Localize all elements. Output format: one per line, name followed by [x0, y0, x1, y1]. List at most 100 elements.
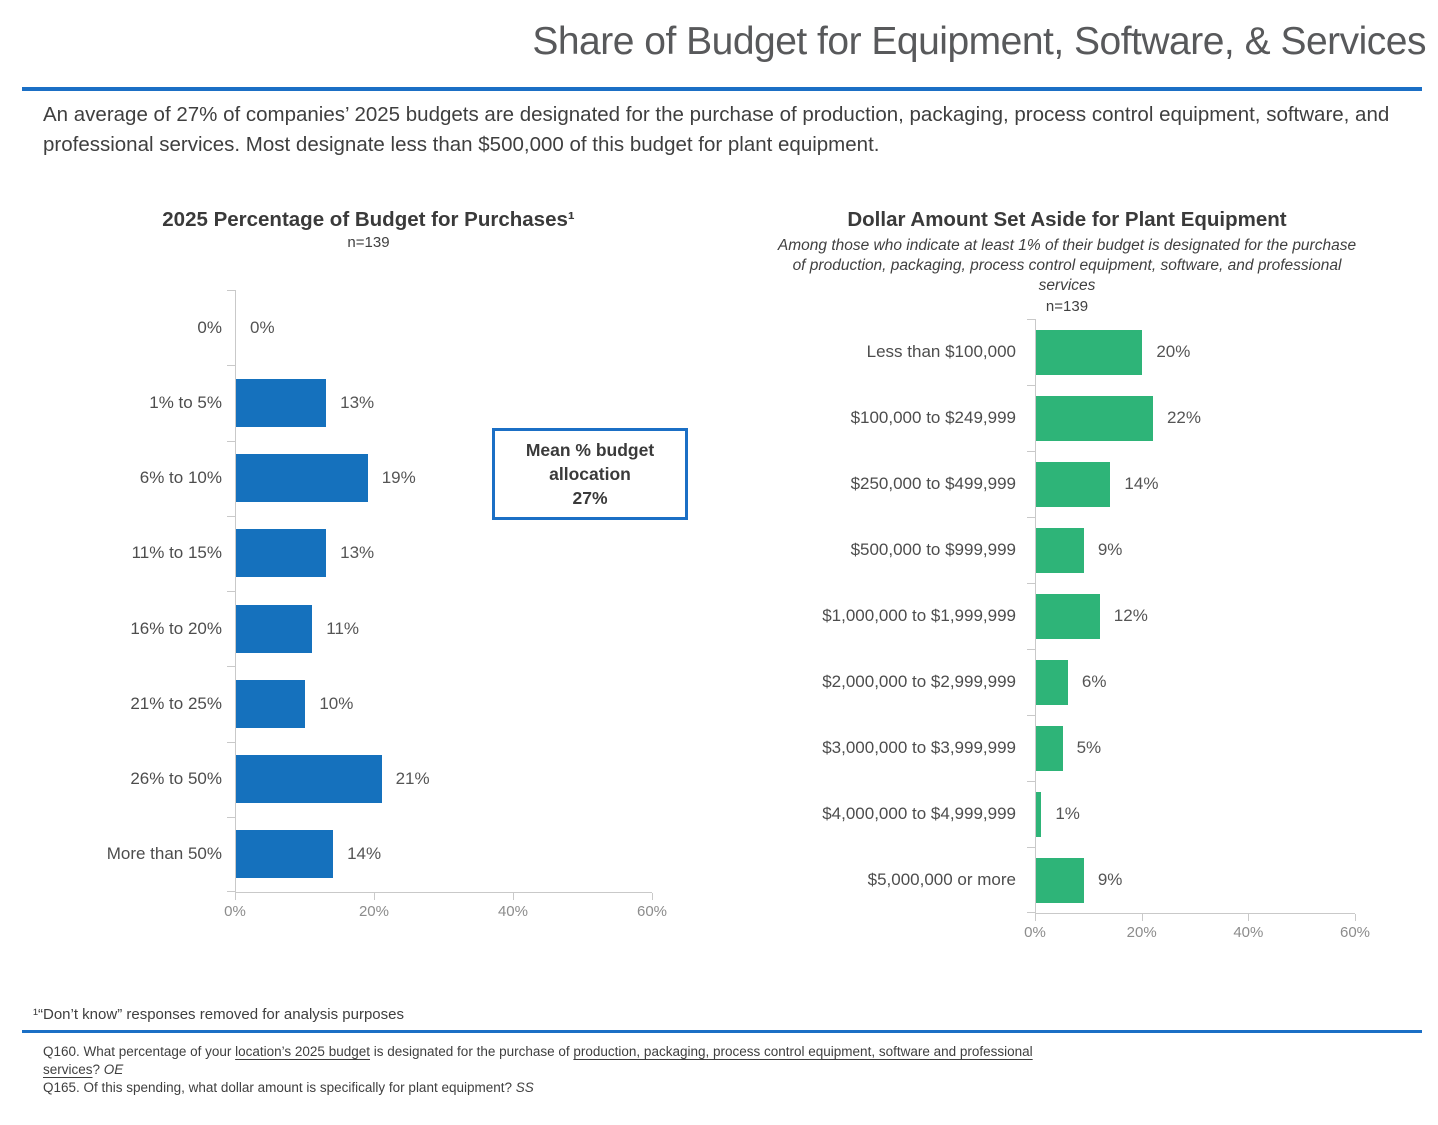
- bar: [236, 679, 306, 728]
- category-label: 0%: [197, 317, 222, 337]
- x-axis-tick: [512, 893, 514, 900]
- y-axis-tick: [1027, 385, 1035, 386]
- footnote-q160: Q160. What percentage of your location’s…: [43, 1043, 1033, 1078]
- bar: [236, 378, 327, 427]
- y-axis-tick: [227, 591, 235, 592]
- y-axis-tick: [1027, 847, 1035, 848]
- bar: [236, 529, 327, 578]
- page-title: Share of Budget for Equipment, Software,…: [532, 20, 1426, 63]
- mean-budget-value: 27%: [572, 488, 608, 508]
- x-axis-label: 0%: [1024, 924, 1046, 941]
- x-axis-label: 40%: [497, 903, 528, 920]
- x-axis-label: 60%: [636, 903, 668, 920]
- chart-row: 16% to 20% 11%: [85, 591, 652, 667]
- x-axis-label: 20%: [358, 903, 389, 920]
- category-label: $500,000 to $999,999: [850, 540, 1016, 559]
- right-chart-sample-size: n=139: [1045, 298, 1089, 315]
- plot-cell: 14%: [1027, 451, 1355, 517]
- page-subtitle: An average of 27% of companies’ 2025 bud…: [43, 103, 1390, 156]
- x-axis-label: 0%: [224, 903, 246, 920]
- mean-budget-callout: Mean % budget allocation 27%: [492, 428, 688, 520]
- right-chart-subtitle: Among those who indicate at least 1% of …: [777, 237, 1357, 294]
- value-label: 9%: [1097, 870, 1123, 889]
- y-axis-tick: [227, 816, 235, 818]
- x-axis-tick: [235, 893, 236, 900]
- chart-row: $4,000,000 to $4,999,999 1%: [772, 781, 1362, 847]
- bar: [1036, 791, 1042, 837]
- value-label: 10%: [319, 693, 354, 713]
- y-axis-tick: [227, 440, 235, 442]
- left-chart-title: 2025 Percentage of Budget for Purchases¹: [162, 208, 575, 231]
- bar: [236, 755, 382, 804]
- value-label: 9%: [1097, 540, 1123, 559]
- q160-text-mid: is designated for the purchase of: [370, 1044, 574, 1059]
- plot-cell: 11%: [227, 591, 652, 667]
- value-label: 19%: [381, 468, 416, 488]
- x-axis-tick: [1035, 914, 1036, 921]
- plot-cell: 0%: [227, 290, 652, 366]
- category-label: 16% to 20%: [130, 618, 222, 638]
- chart-row: More than 50% 14%: [85, 816, 652, 892]
- chart-row: $5,000,000 or more 9%: [772, 847, 1362, 913]
- x-axis-tick: [1141, 914, 1143, 921]
- value-label: 5%: [1076, 738, 1102, 757]
- value-label: 1%: [1055, 804, 1080, 823]
- bar: [1036, 527, 1084, 573]
- y-axis-tick: [1027, 912, 1035, 913]
- value-label: 22%: [1166, 408, 1201, 427]
- plot-cell: 5%: [1027, 715, 1355, 781]
- value-label: 6%: [1081, 672, 1107, 691]
- title-divider: [22, 87, 1422, 91]
- plot-cell: 13%: [227, 515, 652, 591]
- value-label: 12%: [1113, 606, 1148, 625]
- budget-percentage-chart: 2025 Percentage of Budget for Purchases¹…: [85, 200, 667, 926]
- value-label: 14%: [347, 844, 382, 864]
- category-label: $100,000 to $249,999: [850, 408, 1016, 427]
- chart-row: $250,000 to $499,999 14%: [772, 451, 1362, 517]
- chart-row: 21% to 25% 10%: [85, 666, 652, 742]
- plot-cell: 14%: [227, 816, 652, 892]
- x-axis-label: 20%: [1126, 924, 1157, 941]
- plot-cell: 12%: [1027, 583, 1355, 649]
- category-label: $2,000,000 to $2,999,999: [822, 672, 1016, 691]
- category-label: 11% to 15%: [131, 543, 222, 563]
- chart-row: 11% to 15% 13%: [85, 515, 652, 591]
- mean-budget-label: Mean % budget allocation: [525, 440, 655, 484]
- plot-cell: 9%: [1027, 847, 1355, 913]
- value-label: 13%: [340, 543, 375, 563]
- category-label: 26% to 50%: [130, 769, 222, 789]
- right-chart-title: Dollar Amount Set Aside for Plant Equipm…: [847, 208, 1287, 231]
- bar: [236, 604, 313, 653]
- category-label: 21% to 25%: [130, 693, 222, 713]
- y-axis-tick: [227, 515, 235, 517]
- footnote-q165: Q165. Of this spending, what dollar amou…: [43, 1079, 1033, 1097]
- chart-row: 26% to 50% 21%: [85, 741, 652, 817]
- category-label: $5,000,000 or more: [867, 870, 1016, 889]
- category-label: Less than $100,000: [866, 342, 1016, 361]
- q160-text: Q160. What percentage of your: [43, 1044, 236, 1059]
- q160-text-suffix: ?: [92, 1061, 104, 1077]
- chart-row: 6% to 10% 19%: [85, 440, 652, 516]
- x-axis-label: 40%: [1233, 924, 1264, 941]
- y-axis-tick: [227, 666, 235, 668]
- x-axis: 0% 20% 40% 60%: [1024, 913, 1370, 947]
- bar: [1036, 329, 1143, 375]
- plot-cell: 6%: [1027, 649, 1355, 715]
- category-label: $4,000,000 to $4,999,999: [822, 804, 1016, 823]
- bar: [1036, 461, 1111, 507]
- category-label: 1% to 5%: [149, 392, 222, 412]
- y-axis-tick: [227, 891, 235, 892]
- y-axis-tick: [1027, 451, 1035, 452]
- q165-text: Q165. Of this spending, what dollar amou…: [43, 1080, 516, 1095]
- plot-cell: 20%: [1027, 319, 1355, 385]
- chart-row: $500,000 to $999,999 9%: [772, 517, 1362, 583]
- y-axis-tick: [1027, 319, 1035, 320]
- bar: [1036, 725, 1063, 771]
- chart-row: $1,000,000 to $1,999,999 12%: [772, 583, 1362, 649]
- value-label: 13%: [340, 392, 375, 412]
- chart-row: 0% 0%: [85, 290, 652, 366]
- plot-cell: 13%: [227, 365, 652, 441]
- chart-row: 1% to 5% 13%: [85, 365, 652, 441]
- y-axis-tick: [227, 290, 235, 291]
